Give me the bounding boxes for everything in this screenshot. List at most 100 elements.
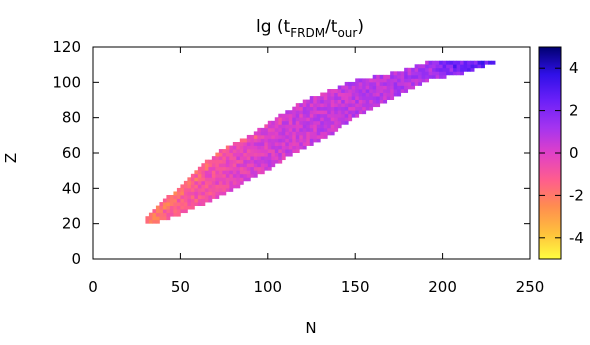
heatmap-cell — [295, 145, 300, 150]
heatmap-cell — [246, 152, 251, 157]
heatmap-cell — [348, 106, 353, 111]
heatmap-cell — [211, 191, 216, 196]
heatmap-cell — [239, 152, 244, 157]
heatmap-cell — [222, 173, 227, 178]
heatmap-cell — [250, 163, 255, 168]
heatmap-cell — [327, 96, 332, 100]
heatmap-cell — [411, 78, 416, 83]
heatmap-cell — [365, 81, 370, 86]
heatmap-cell — [239, 173, 244, 178]
heatmap-cell — [215, 156, 220, 161]
heatmap-cell — [267, 145, 272, 150]
heatmap-cell — [278, 145, 283, 150]
heatmap-cell — [201, 191, 206, 196]
heatmap-cell — [271, 152, 276, 157]
heatmap-cell — [190, 187, 195, 192]
heatmap-cell — [337, 106, 342, 111]
heatmap-cell — [334, 89, 339, 93]
heatmap-cell — [159, 209, 164, 214]
heatmap-cell — [344, 96, 349, 100]
heatmap-cell — [348, 103, 353, 108]
heatmap-cell — [383, 85, 388, 90]
heatmap-cell — [218, 152, 223, 157]
heatmap-cell — [306, 106, 311, 111]
heatmap-cell — [372, 78, 377, 83]
heatmap-cell — [453, 67, 457, 72]
heatmap-cell — [302, 106, 307, 111]
heatmap-cell — [274, 149, 279, 153]
heatmap-cell — [411, 81, 416, 86]
heatmap-cell — [372, 85, 377, 90]
heatmap-cell — [267, 124, 272, 129]
heatmap-cell — [425, 67, 430, 72]
heatmap-cell — [215, 187, 220, 192]
heatmap-cell — [404, 81, 409, 86]
heatmap-cell — [341, 117, 346, 122]
heatmap-cell — [330, 124, 335, 129]
heatmap-cell — [393, 71, 398, 76]
heatmap-cell — [351, 103, 356, 108]
heatmap-cell — [194, 180, 199, 185]
heatmap-cell — [278, 120, 283, 125]
heatmap-cell — [295, 106, 300, 111]
heatmap-cell — [383, 96, 388, 100]
heatmap-cell — [323, 113, 328, 118]
heatmap-cell — [208, 187, 213, 192]
heatmap-cell — [309, 117, 314, 122]
heatmap-cell — [327, 127, 332, 132]
heatmap-cell — [295, 124, 300, 129]
heatmap-cell — [397, 81, 402, 86]
heatmap-cell — [281, 120, 286, 125]
heatmap-cell — [407, 67, 412, 72]
heatmap-cell — [285, 138, 290, 143]
heatmap-cell — [225, 184, 230, 189]
heatmap-cell — [362, 81, 367, 86]
heatmap-cell — [344, 113, 349, 118]
heatmap-cell — [271, 159, 276, 164]
heatmap-cell — [211, 173, 216, 178]
heatmap-cell — [302, 142, 307, 146]
heatmap-cell — [201, 195, 206, 199]
heatmap-cell — [250, 159, 255, 164]
heatmap-cell — [299, 113, 304, 118]
heatmap-cell — [243, 163, 248, 168]
heatmap-cell — [215, 195, 220, 199]
heatmap-cell — [386, 74, 391, 79]
y-tick-label: 120 — [52, 38, 81, 56]
heatmap-cell — [295, 120, 300, 125]
heatmap-cell — [218, 187, 223, 192]
heatmap-cell — [222, 187, 227, 192]
heatmap-cell — [190, 191, 195, 196]
heatmap-cell — [428, 74, 433, 79]
heatmap-cell — [397, 74, 402, 79]
heatmap-cell — [229, 177, 234, 182]
heatmap-cell — [236, 149, 241, 153]
heatmap-cell — [379, 81, 384, 86]
heatmap-cell — [292, 113, 297, 118]
heatmap-cell — [460, 71, 464, 76]
heatmap-cell — [302, 99, 307, 104]
heatmap-cell — [274, 159, 279, 164]
heatmap-cell — [208, 198, 213, 203]
heatmap-cell — [481, 60, 485, 65]
heatmap-cell — [341, 103, 346, 108]
x-axis-ticks: 0 50 100 150 200 250 — [88, 47, 544, 296]
heatmap-cell — [355, 106, 360, 111]
heatmap-cell — [176, 202, 181, 206]
heatmap-cell — [190, 202, 195, 206]
heatmap-cell — [183, 191, 188, 196]
heatmap-cell — [323, 131, 328, 136]
heatmap-cell — [246, 173, 251, 178]
heatmap-cell — [208, 191, 213, 196]
heatmap-cell — [278, 152, 283, 157]
heatmap-cell — [306, 117, 311, 122]
heatmap-cell — [411, 67, 416, 72]
heatmap-cell — [302, 113, 307, 118]
heatmap-cell — [344, 106, 349, 111]
heatmap-cell — [369, 85, 374, 90]
heatmap-cell — [330, 120, 335, 125]
heatmap-cell — [337, 85, 342, 90]
heatmap-cell — [208, 184, 213, 189]
heatmap-cell — [236, 184, 241, 189]
heatmap-cell — [383, 89, 388, 93]
